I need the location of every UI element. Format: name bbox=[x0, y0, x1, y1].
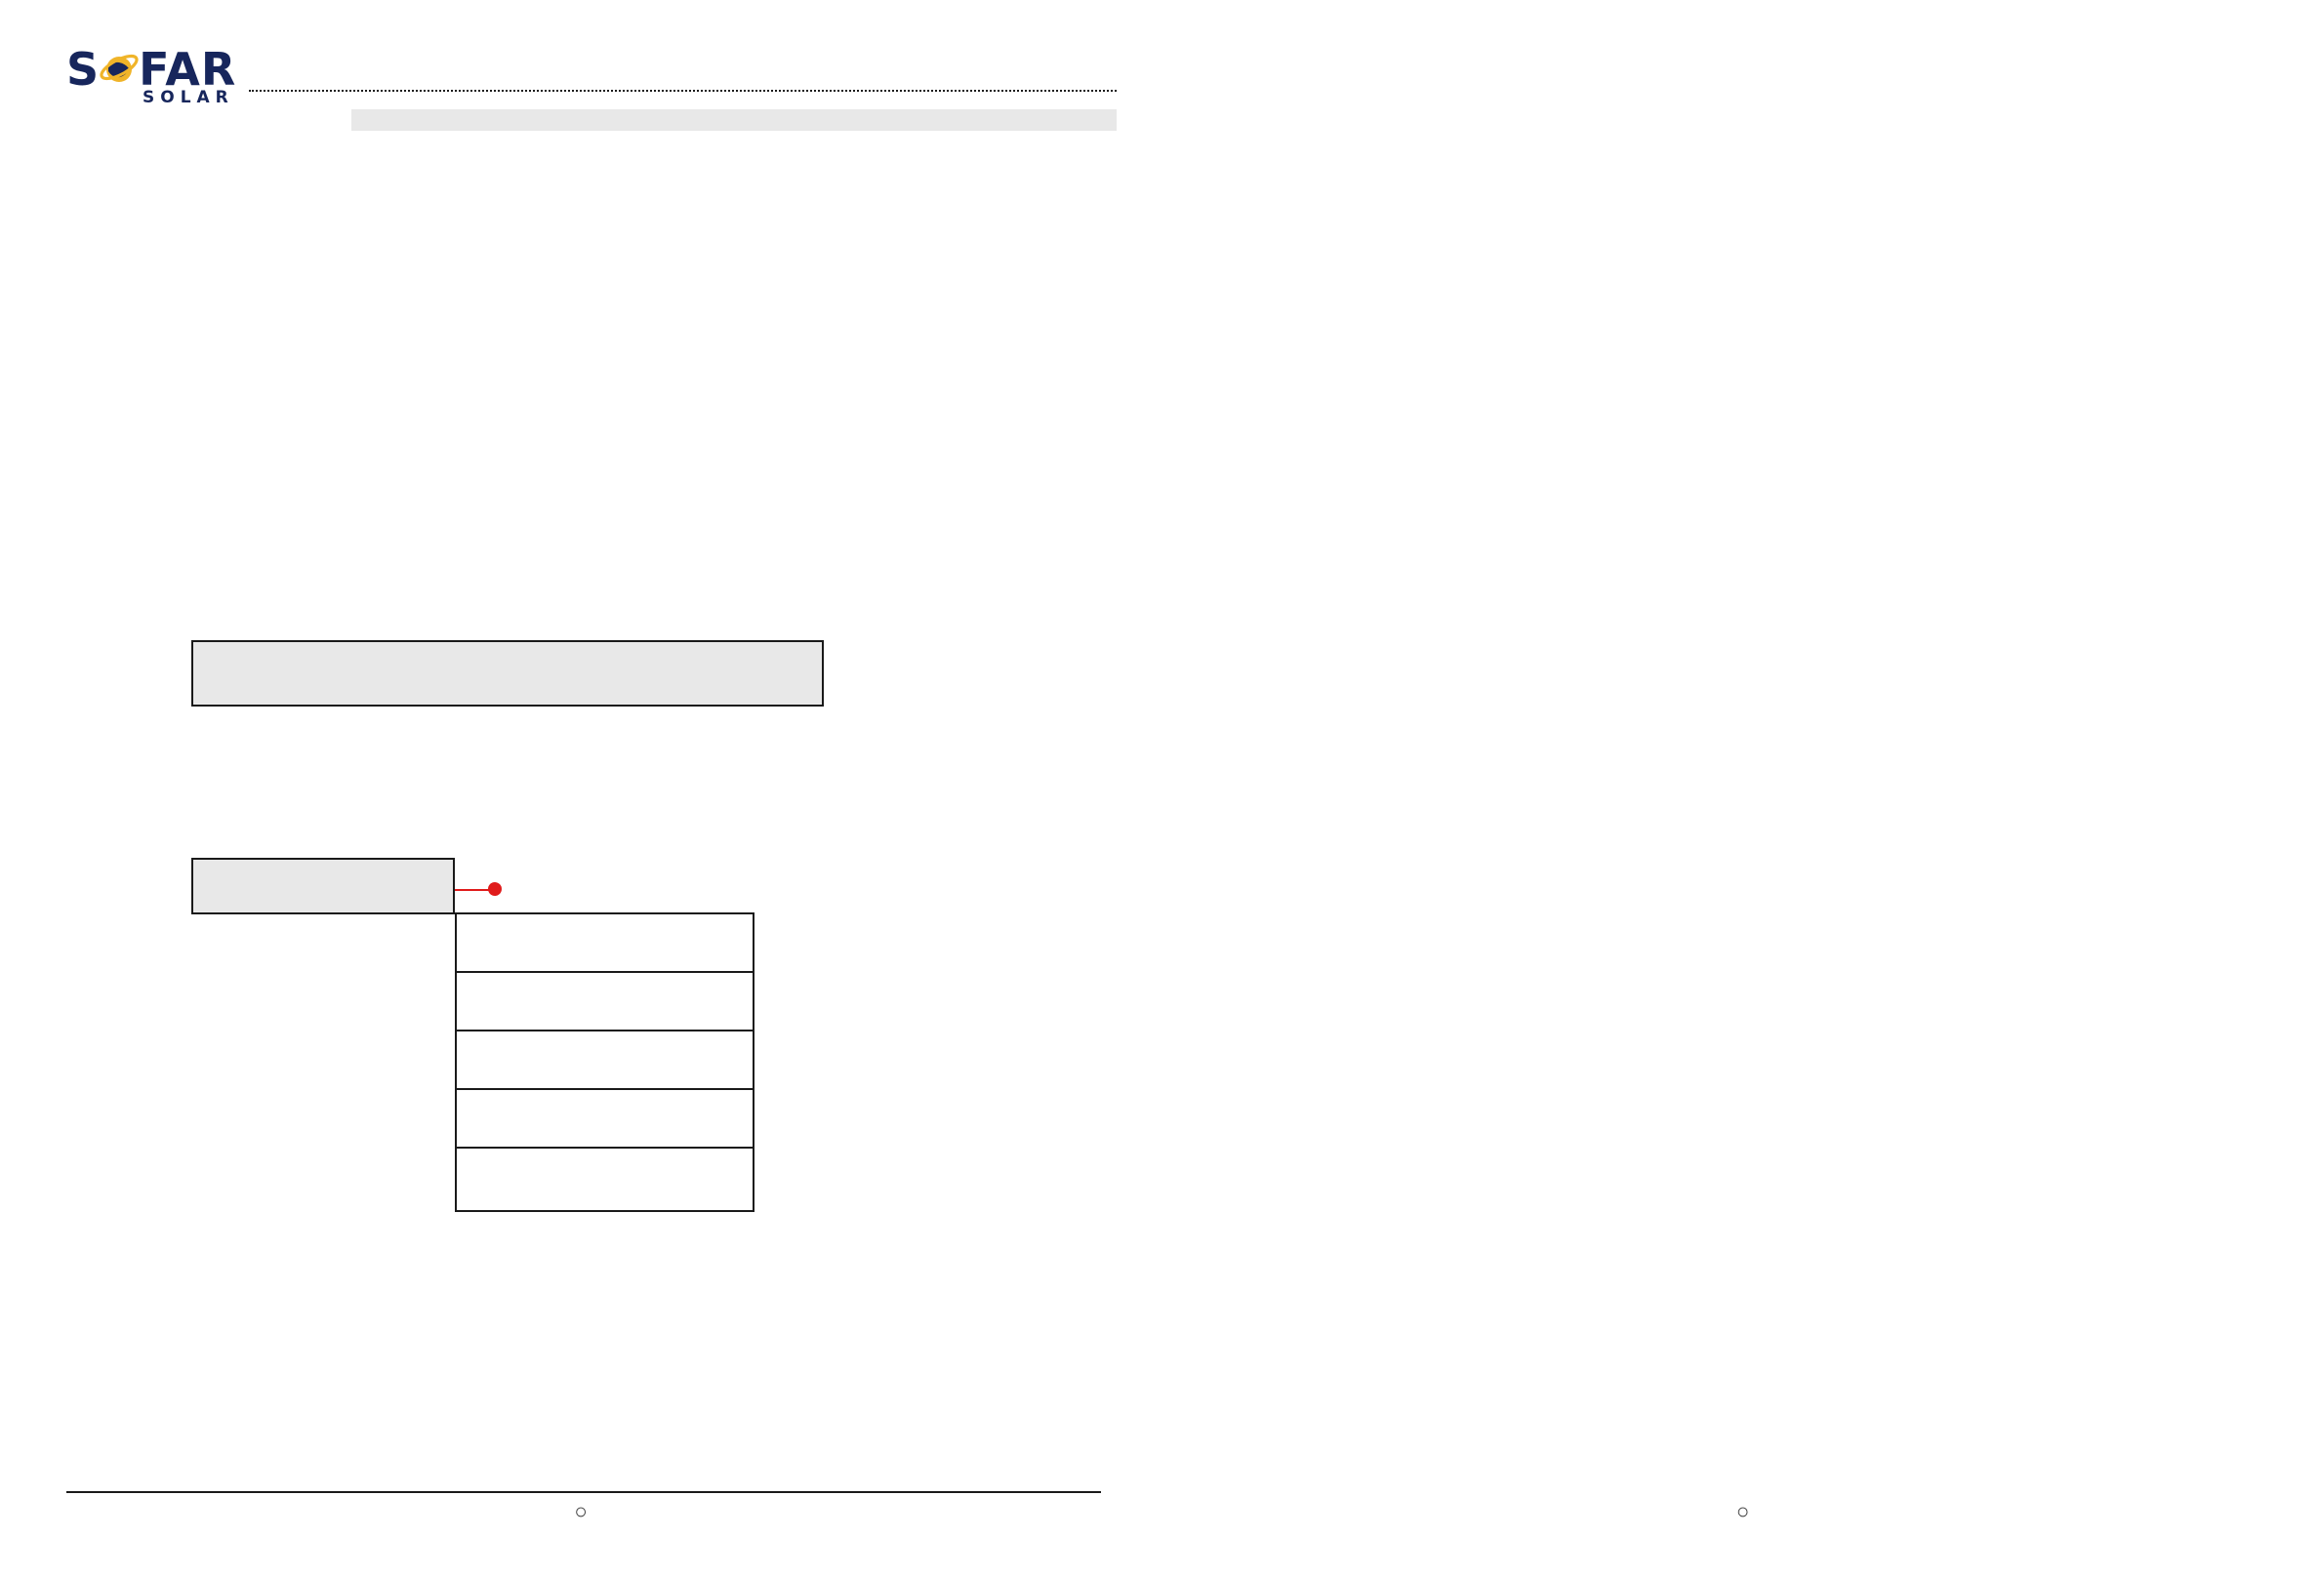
logo-subtitle: SOLAR bbox=[143, 88, 234, 107]
callout-connector-line bbox=[455, 889, 498, 891]
header-dotted-rule bbox=[249, 90, 1117, 92]
redacted-small-box bbox=[191, 858, 455, 914]
table-row bbox=[457, 973, 753, 1031]
logo-letter-s: S bbox=[66, 43, 101, 96]
table-row bbox=[457, 914, 753, 973]
table-row bbox=[457, 1031, 753, 1090]
redacted-wide-box bbox=[191, 640, 824, 707]
table-row bbox=[457, 1090, 753, 1149]
left-page: S FAR SOLAR ○ bbox=[0, 29, 1162, 1577]
sofar-solar-logo: S FAR SOLAR bbox=[66, 47, 262, 107]
globe-icon bbox=[98, 47, 141, 90]
callout-connector-dot bbox=[488, 882, 502, 896]
logo-letters-far: FAR bbox=[139, 43, 237, 96]
page-number: ○ bbox=[1735, 1499, 1750, 1523]
table-row bbox=[457, 1149, 753, 1212]
left-page-header: S FAR SOLAR bbox=[0, 29, 1162, 131]
left-page-footer: ○ bbox=[0, 1470, 1162, 1577]
logo-wordmark: S FAR bbox=[66, 47, 262, 92]
right-page-footer: ○ bbox=[1162, 1470, 2324, 1577]
left-blank-table bbox=[455, 912, 754, 1212]
page-number: ○ bbox=[574, 1499, 588, 1523]
header-gray-bar bbox=[351, 109, 1117, 131]
footer-rule bbox=[66, 1491, 1101, 1493]
